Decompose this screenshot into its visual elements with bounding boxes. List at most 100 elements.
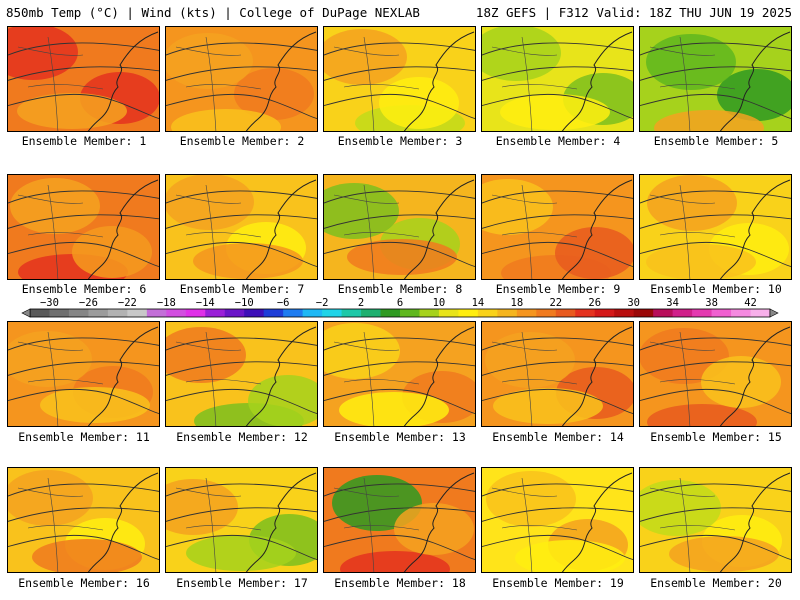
temperature-region — [555, 227, 633, 279]
ensemble-member-label: Ensemble Member: 13 — [334, 430, 466, 444]
temperature-region — [379, 77, 459, 129]
temperature-region — [40, 387, 150, 423]
height-contour — [640, 361, 791, 376]
colorbar-swatch — [244, 309, 265, 317]
state-border — [333, 36, 420, 131]
temperature-region — [166, 175, 254, 230]
height-contour — [640, 507, 791, 522]
temperature-map — [640, 468, 791, 572]
temperature-region — [17, 93, 127, 129]
height-contour — [166, 388, 317, 414]
height-contour — [482, 507, 633, 522]
colorbar-end-arrow — [769, 308, 779, 318]
temperature-map — [482, 468, 633, 572]
page-header: 850mb Temp (°C) | Wind (kts) | College o… — [0, 0, 800, 26]
height-contour — [324, 66, 475, 81]
temperature-region — [8, 331, 92, 387]
state-border — [649, 331, 736, 426]
coastline — [245, 31, 317, 131]
state-border — [491, 184, 578, 279]
state-border — [17, 36, 104, 131]
height-contour — [8, 507, 159, 522]
ensemble-member-label: Ensemble Member: 17 — [176, 576, 308, 590]
temperature-map — [482, 27, 633, 131]
height-contour — [8, 337, 159, 351]
coastline — [245, 472, 317, 572]
colorbar-swatch — [127, 309, 148, 317]
colorbar-swatch — [380, 309, 401, 317]
temperature-map — [8, 27, 159, 131]
coastline — [561, 326, 633, 426]
height-contour — [324, 190, 475, 204]
temperature-region — [485, 332, 575, 388]
height-contour — [482, 534, 633, 560]
colorbar-swatch — [205, 309, 226, 317]
colorbar-swatch — [711, 309, 732, 317]
height-contour — [482, 66, 633, 81]
temperature-map — [324, 468, 475, 572]
ensemble-member-label: Ensemble Member: 4 — [495, 134, 621, 148]
coastline — [719, 31, 791, 131]
colorbar-tick-label: −18 — [157, 297, 176, 309]
height-contour — [8, 483, 159, 497]
header-valid-time: 18Z GEFS | F312 Valid: 18Z THU JUN 19 20… — [475, 5, 792, 20]
colorbar-swatch — [536, 309, 557, 317]
ensemble-panel-16 — [7, 467, 160, 573]
temperature-region — [193, 243, 303, 279]
colorbar-tick-label: 14 — [472, 297, 485, 309]
colorbar-tick-label: −2 — [316, 297, 329, 309]
colorbar-swatch — [400, 309, 420, 317]
coastline — [87, 31, 159, 131]
temperature-map — [324, 27, 475, 131]
temperature-region — [324, 323, 400, 379]
state-border — [17, 184, 104, 279]
ensemble-member-label: Ensemble Member: 11 — [18, 430, 150, 444]
ensemble-panel-8 — [323, 174, 476, 280]
coastline — [245, 179, 317, 279]
colorbar-swatch — [263, 309, 284, 317]
temperature-region — [500, 94, 610, 130]
temperature-region — [493, 388, 603, 424]
temperature-map — [640, 27, 791, 131]
coastline — [403, 472, 475, 572]
temperature-region — [8, 27, 78, 80]
height-contour — [324, 483, 475, 497]
state-border — [333, 477, 420, 572]
height-contour — [482, 388, 633, 414]
temperature-map — [324, 175, 475, 279]
colorbar-swatch — [361, 309, 382, 317]
temperature-region — [646, 244, 756, 279]
state-border — [649, 477, 736, 572]
state-border — [175, 36, 262, 131]
state-border — [175, 477, 262, 572]
ensemble-member-label: Ensemble Member: 5 — [653, 134, 779, 148]
height-contour — [324, 507, 475, 522]
colorbar-swatch — [107, 309, 128, 317]
state-border — [17, 331, 104, 426]
ensemble-panel-13 — [323, 321, 476, 427]
temperature-map — [482, 175, 633, 279]
temperature-map — [166, 322, 317, 426]
temperature-map — [8, 322, 159, 426]
colorbar-swatch — [146, 309, 167, 317]
temperature-region — [234, 68, 314, 120]
colorbar-swatch — [614, 309, 635, 317]
colorbar-swatch — [438, 309, 459, 317]
colorbar-tick-label: −6 — [277, 297, 290, 309]
state-border — [649, 184, 736, 279]
colorbar-swatch — [283, 309, 304, 317]
ensemble-member-label: Ensemble Member: 15 — [650, 430, 782, 444]
state-border — [491, 331, 578, 426]
colorbar-swatch — [322, 309, 343, 317]
temperature-region — [10, 178, 100, 234]
height-contour — [482, 483, 633, 497]
colorbar-tick-label: −30 — [40, 297, 59, 309]
ensemble-member-label: Ensemble Member: 2 — [179, 134, 305, 148]
height-contour — [8, 93, 159, 119]
ensemble-panel-4 — [481, 26, 634, 132]
height-contour — [324, 534, 475, 560]
ensemble-panel-10 — [639, 174, 792, 280]
coastline — [561, 179, 633, 279]
colorbar-tick-label: 38 — [705, 297, 718, 309]
temperature-map — [324, 322, 475, 426]
